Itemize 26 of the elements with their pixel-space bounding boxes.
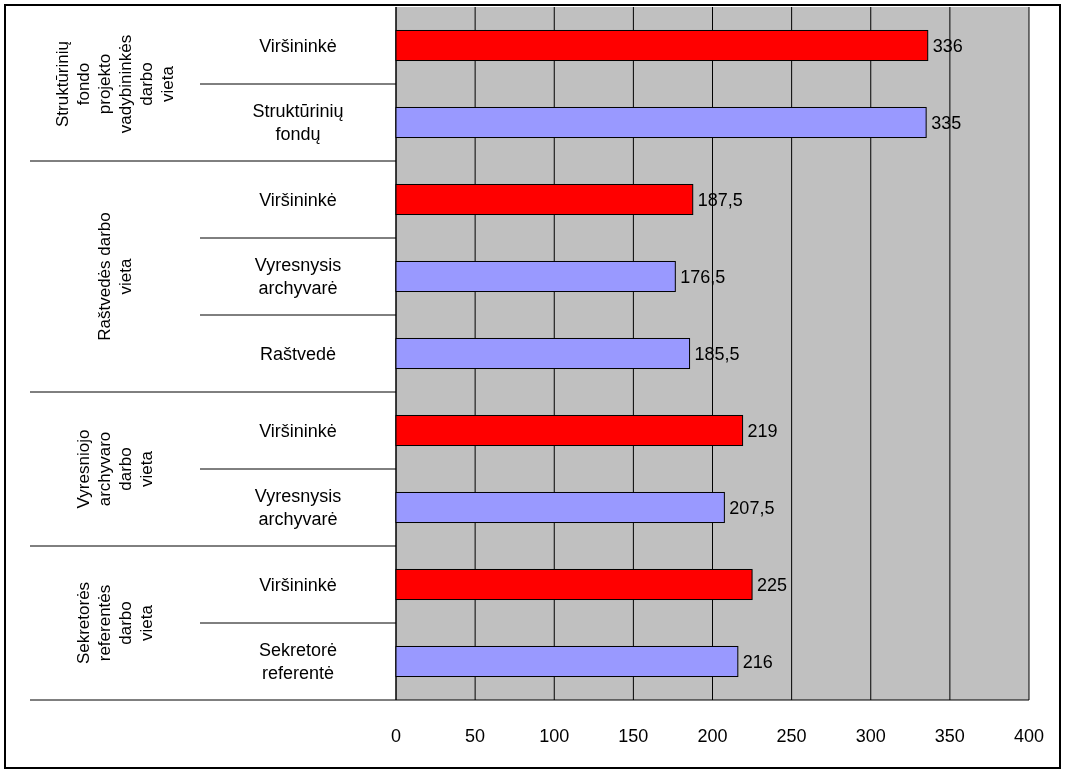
x-tick-label: 350 [934,726,965,746]
text: Struktūrinių fondo projekto vadybininkės darbo vieta [53,34,178,134]
y-tick-label: Struktūrinių fondų [252,101,344,145]
y-tick-label: Viršininkė [259,35,337,56]
text: Sekretorės referentės darbo vieta [74,581,157,665]
x-tick-label: 50 [465,726,486,746]
y-tick-label: Viršininkė [259,420,337,441]
x-tick-label: 200 [697,726,728,746]
data-label: 207,5 [729,497,775,518]
y-tick-label: Vyresnysis archyvarė [254,486,342,530]
x-tick-label: 100 [539,726,570,746]
x-tick-label: 0 [390,726,402,746]
y-tick-label: Viršininkė [259,574,337,595]
y-tick-label: Viršininkė [259,189,337,210]
y-tick-label: Sekretorė referentė [258,640,338,684]
data-label: 219 [747,420,778,441]
text: Vyresniojo archyvaro darbo vieta [74,429,157,509]
y-tick-label: Raštvedė [259,343,337,364]
text: Raštvedės darbo vieta [95,212,136,341]
x-tick-label: 300 [855,726,886,746]
x-tick-label: 250 [776,726,807,746]
x-tick-label: 150 [618,726,649,746]
data-label: 216 [742,651,773,672]
y-tick-label: Vyresnysis archyvarė [254,255,342,299]
x-tick-label: 400 [1013,726,1045,746]
data-label: 225 [757,574,788,595]
